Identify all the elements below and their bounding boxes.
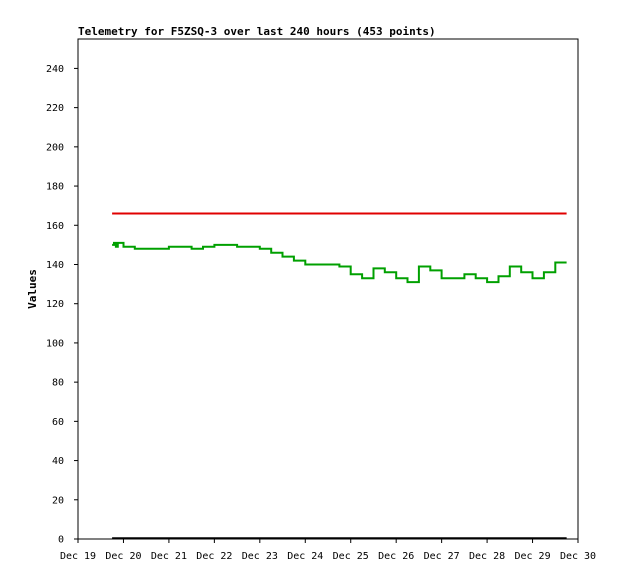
y-tick-label: 40 (52, 456, 64, 467)
y-tick-label: 0 (58, 535, 64, 546)
x-tick-label: Dec 27 (424, 551, 460, 562)
x-tick-label: Dec 30 (560, 551, 596, 562)
x-tick-label: Dec 24 (287, 551, 323, 562)
x-tick-label: Dec 23 (242, 551, 278, 562)
y-tick-label: 140 (46, 260, 64, 271)
x-tick-label: Dec 28 (469, 551, 505, 562)
y-axis: 0 20 40 60 80 100 120 140 160 180 200 220 240 (46, 64, 78, 546)
y-tick-label: 20 (52, 495, 64, 506)
y-tick-label: 200 (46, 142, 64, 153)
x-tick-label: Dec 29 (514, 551, 550, 562)
x-tick-label: Dec 22 (196, 551, 232, 562)
y-axis-label: Values (26, 269, 39, 309)
y-tick-label: 220 (46, 103, 64, 114)
x-tick-label: Dec 20 (105, 551, 141, 562)
y-tick-label: 180 (46, 182, 64, 193)
x-tick-label: Dec 26 (378, 551, 414, 562)
y-tick-label: 60 (52, 417, 64, 428)
y-tick-label: 100 (46, 338, 64, 349)
y-tick-label: 160 (46, 221, 64, 232)
plot-frame (77, 38, 579, 540)
x-axis: Dec 19 Dec 20 Dec 21 Dec 22 Dec 23 Dec 24 Dec … (60, 539, 596, 562)
y-tick-label: 240 (46, 64, 64, 75)
series-line-2 (112, 241, 567, 284)
y-tick-label: 120 (46, 299, 64, 310)
x-tick-label: Dec 19 (60, 551, 96, 562)
chart-title: Telemetry for F5ZSQ-3 over last 240 hour… (78, 25, 436, 38)
x-tick-label: Dec 21 (151, 551, 187, 562)
x-tick-label: Dec 25 (333, 551, 369, 562)
y-tick-label: 80 (52, 378, 64, 389)
series-layer (112, 212, 567, 539)
